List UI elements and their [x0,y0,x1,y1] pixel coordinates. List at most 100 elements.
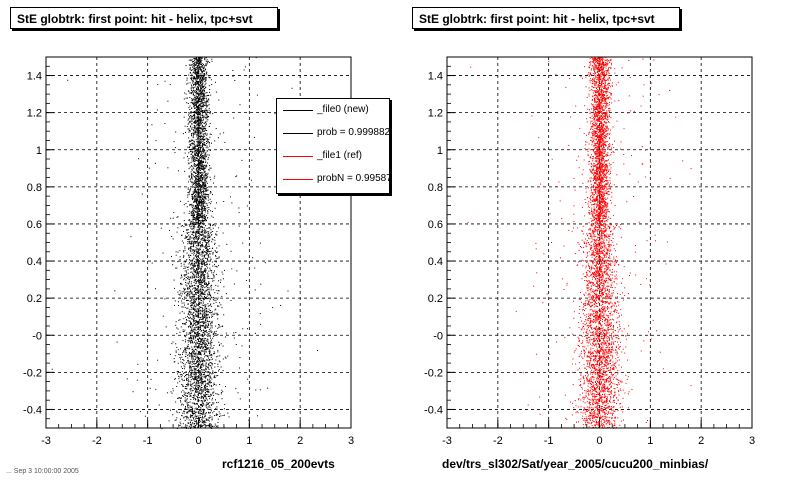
scatter-point [195,306,197,308]
scatter-point [200,245,202,247]
scatter-point [207,289,209,290]
scatter-point [196,417,198,419]
scatter-point [189,260,191,262]
scatter-point [202,233,204,235]
scatter-point [186,399,188,401]
scatter-point [211,241,213,243]
scatter-point [202,403,204,404]
scatter-point [198,171,200,173]
scatter-point [188,112,190,113]
scatter-point [194,226,196,228]
scatter-point [207,419,209,421]
scatter-point [199,322,201,324]
scatter-point [191,242,193,244]
scatter-point [209,320,211,322]
scatter-point [205,381,206,383]
scatter-point [208,109,210,111]
scatter-point [201,367,203,369]
scatter-point [200,343,201,345]
scatter-point [205,95,207,97]
scatter-point [191,59,193,61]
scatter-point [203,330,205,332]
scatter-point [193,215,194,217]
scatter-point [151,262,153,264]
scatter-point [183,287,185,289]
scatter-point [217,422,219,423]
scatter-point [188,149,190,150]
scatter-point [213,302,215,304]
scatter-point [191,122,193,124]
scatter-point [191,205,193,207]
scatter-point [195,390,197,391]
scatter-point [200,119,202,121]
scatter-point [201,57,203,59]
scatter-point [185,416,187,418]
scatter-point [195,93,197,95]
scatter-point [196,75,198,77]
scatter-point [178,353,180,355]
scatter-point [199,95,201,97]
scatter-point [195,91,197,93]
scatter-point [188,213,190,214]
scatter-point [191,165,192,167]
scatter-point [189,203,191,205]
scatter-point [200,246,202,248]
scatter-point [208,245,210,247]
scatter-point [197,213,199,215]
scatter-point [197,310,199,312]
scatter-point [200,377,202,378]
scatter-point [210,305,212,307]
scatter-point [201,391,203,393]
scatter-point [200,202,202,204]
scatter-point [204,219,205,221]
scatter-point [204,424,206,426]
scatter-point [198,313,200,315]
scatter-point [205,351,207,352]
scatter-point [208,333,210,335]
scatter-point [199,249,201,251]
scatter-point [220,392,222,393]
scatter-point [210,359,212,361]
scatter-point [196,322,198,323]
scatter-point [211,215,213,217]
scatter-point [218,227,220,229]
scatter-point [196,72,198,73]
scatter-point [204,364,206,366]
scatter-point [188,118,190,120]
scatter-point [198,422,200,423]
scatter-point [192,191,194,193]
scatter-point [190,117,192,119]
scatter-point [247,378,249,380]
scatter-point [215,273,217,275]
scatter-point [200,57,202,59]
scatter-point [190,353,192,354]
scatter-point [197,216,199,218]
scatter-point [187,119,189,121]
scatter-point [202,177,204,179]
scatter-point [192,422,194,424]
scatter-point [191,219,193,221]
scatter-point [195,418,196,420]
scatter-point [198,279,200,281]
scatter-point [201,349,203,351]
scatter-point [189,243,191,245]
scatter-point [177,349,179,351]
scatter-point [205,254,207,256]
scatter-point [190,175,192,177]
scatter-point [193,319,195,320]
scatter-point [191,386,193,388]
scatter-point [215,128,217,129]
scatter-point [193,200,195,202]
scatter-point [197,333,199,335]
scatter-point [198,356,200,358]
scatter-point [196,421,198,423]
scatter-point [201,99,202,101]
scatter-point [180,292,182,294]
scatter-point [197,137,199,139]
scatter-point [203,79,205,81]
scatter-point [194,332,196,334]
scatter-point [205,64,207,66]
scatter-point [194,149,196,151]
scatter-point [191,99,193,101]
